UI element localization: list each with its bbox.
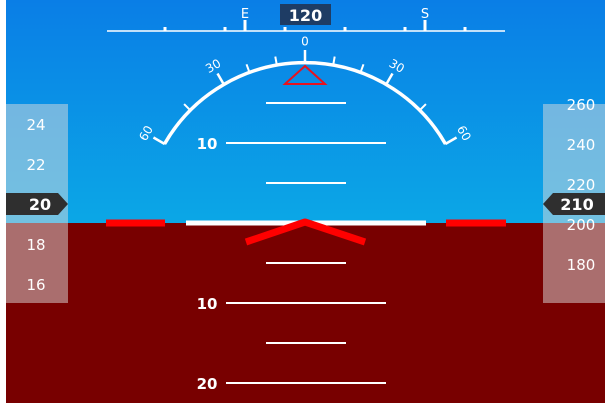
bank-major-tick [152, 136, 166, 146]
altitude-tape-label: 180 [567, 256, 596, 274]
pitch-ladder [226, 102, 386, 384]
altitude-tape-label: 260 [567, 96, 596, 114]
heading-readout: 120 [289, 6, 322, 25]
bank-ticks [152, 50, 458, 146]
bank-label: 0 [301, 35, 309, 49]
bank-label: 30 [203, 56, 223, 76]
bank-tick [274, 56, 278, 66]
pitch-label: 10 [197, 135, 218, 153]
bank-tick [332, 56, 336, 66]
aircraft-symbol-icon [244, 218, 367, 246]
bank-tick [183, 103, 192, 112]
ground [6, 223, 605, 403]
bank-label: 60 [454, 123, 474, 143]
pitch-label: 20 [197, 375, 218, 393]
bank-tick [245, 63, 251, 74]
speed-tape-label: 18 [26, 236, 45, 254]
altitude-tape-label: 200 [567, 216, 596, 234]
speed-tape-label: 16 [26, 276, 45, 294]
altitude-readout: 210 [560, 195, 593, 214]
bank-label: 60 [136, 123, 156, 143]
bank-tick [418, 103, 427, 112]
bank-tick [359, 63, 365, 74]
altitude-tape-labels: 260 240 220 200 180 [567, 96, 596, 274]
bank-label: 30 [387, 56, 407, 76]
bank-major-tick [384, 72, 394, 86]
altitude-tape-label: 240 [567, 136, 596, 154]
speed-readout: 20 [29, 195, 51, 214]
heading-label: S [421, 7, 429, 22]
bank-pointer-icon [282, 64, 328, 85]
altitude-tape-label: 220 [567, 176, 596, 194]
pitch-label: 10 [197, 295, 218, 313]
speed-tape-label: 24 [26, 116, 45, 134]
heading-label: E [241, 7, 249, 22]
altitude-readout-box [543, 193, 605, 215]
heading-readout-box [280, 4, 331, 25]
heading-ticks [163, 27, 467, 31]
bank-major-tick [444, 136, 458, 146]
bank-major-tick [216, 72, 226, 86]
speed-tape-label: 22 [26, 156, 45, 174]
speed-tape-labels: 24 22 18 16 [26, 116, 45, 294]
sky [6, 0, 605, 223]
speed-readout-box [6, 193, 68, 215]
